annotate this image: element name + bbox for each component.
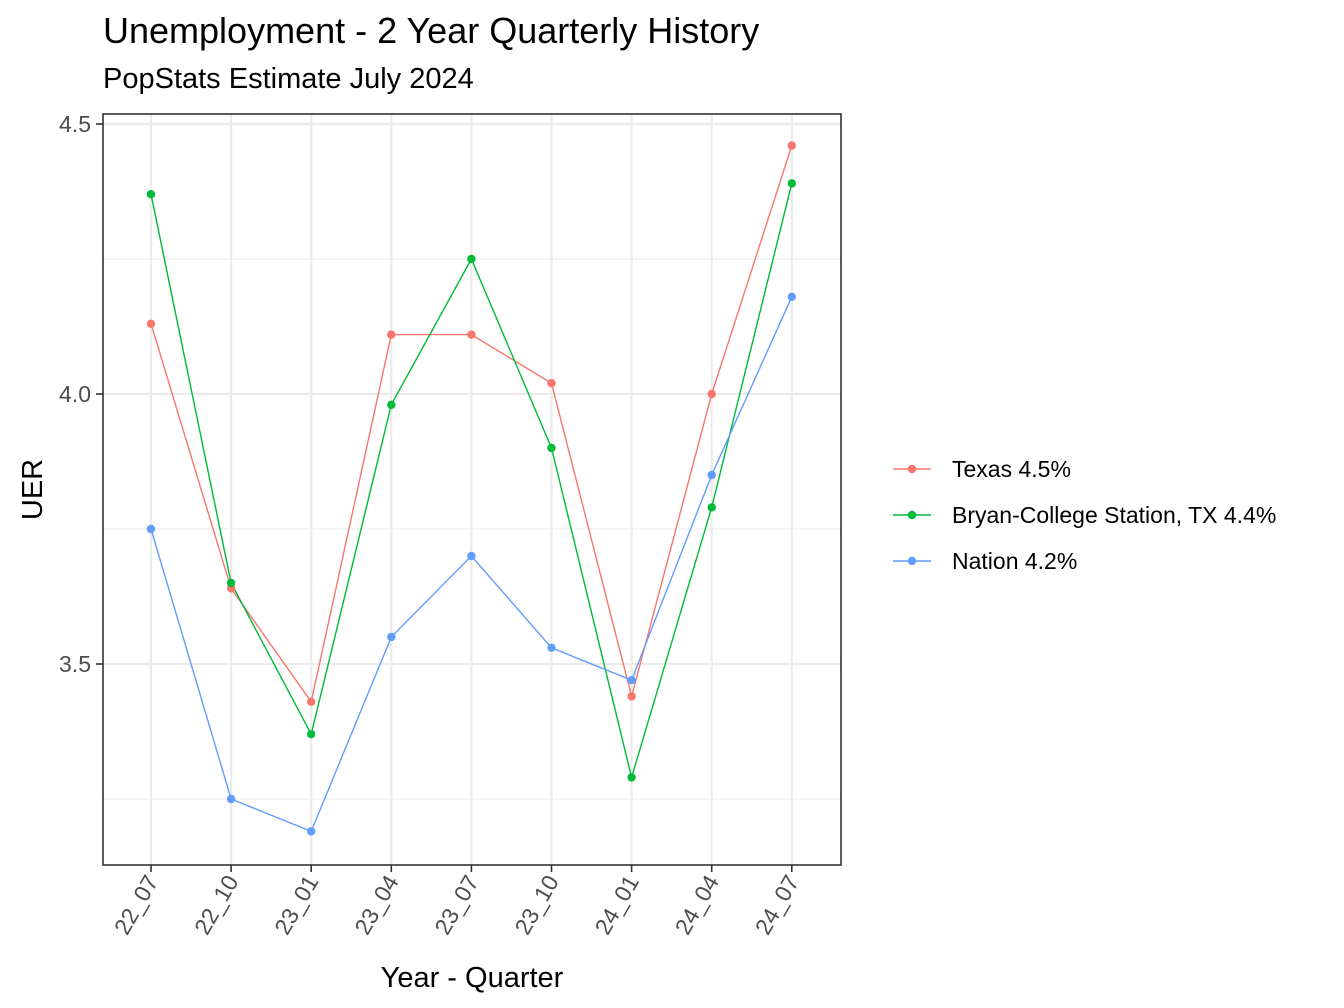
data-point bbox=[787, 292, 796, 301]
data-point bbox=[787, 141, 796, 150]
data-point bbox=[467, 551, 476, 561]
legend-label: Bryan-College Station, TX 4.4% bbox=[952, 502, 1276, 528]
data-point bbox=[387, 400, 396, 409]
x-tick-label: 24_07 bbox=[750, 871, 805, 939]
data-point bbox=[146, 319, 156, 328]
data-point bbox=[146, 190, 156, 199]
chart-title: Unemployment - 2 Year Quarterly History bbox=[103, 10, 760, 51]
legend-label: Nation 4.2% bbox=[952, 548, 1077, 574]
data-point bbox=[226, 578, 236, 588]
x-axis-title: Year - Quarter bbox=[381, 962, 564, 994]
data-point bbox=[627, 676, 636, 685]
x-tick-label: 23_01 bbox=[269, 871, 324, 939]
x-tick-label: 24_01 bbox=[589, 871, 644, 939]
data-point bbox=[387, 330, 396, 339]
data-point bbox=[146, 524, 156, 534]
legend-key-point bbox=[907, 556, 917, 566]
y-tick-label: 3.5 bbox=[59, 651, 91, 677]
x-tick-label: 22_10 bbox=[189, 871, 244, 939]
data-point bbox=[707, 503, 716, 512]
data-point bbox=[547, 643, 556, 652]
x-tick-label: 23_10 bbox=[509, 871, 564, 939]
data-point bbox=[307, 697, 316, 706]
data-point bbox=[547, 379, 556, 388]
data-point bbox=[307, 730, 316, 739]
data-point bbox=[627, 773, 636, 782]
legend-key-point bbox=[907, 464, 917, 474]
data-point bbox=[467, 254, 476, 264]
x-tick-label: 23_07 bbox=[429, 871, 484, 939]
chart-subtitle: PopStats Estimate July 2024 bbox=[103, 63, 474, 95]
x-tick-label: 23_04 bbox=[349, 870, 404, 939]
data-point bbox=[387, 632, 396, 642]
data-point bbox=[787, 179, 796, 188]
y-tick-label: 4.0 bbox=[59, 381, 91, 407]
y-tick-label: 4.5 bbox=[59, 111, 91, 137]
data-point bbox=[467, 330, 476, 339]
legend-key-point bbox=[907, 510, 917, 520]
x-tick-label: 22_07 bbox=[109, 871, 164, 939]
data-point bbox=[547, 443, 556, 453]
y-axis-title: UER bbox=[17, 459, 49, 520]
legend-label: Texas 4.5% bbox=[952, 456, 1071, 482]
data-point bbox=[707, 389, 716, 399]
data-point bbox=[226, 794, 236, 804]
data-point bbox=[707, 470, 716, 480]
data-point bbox=[307, 827, 316, 836]
data-point bbox=[627, 692, 636, 701]
x-tick-label: 24_04 bbox=[670, 870, 725, 939]
